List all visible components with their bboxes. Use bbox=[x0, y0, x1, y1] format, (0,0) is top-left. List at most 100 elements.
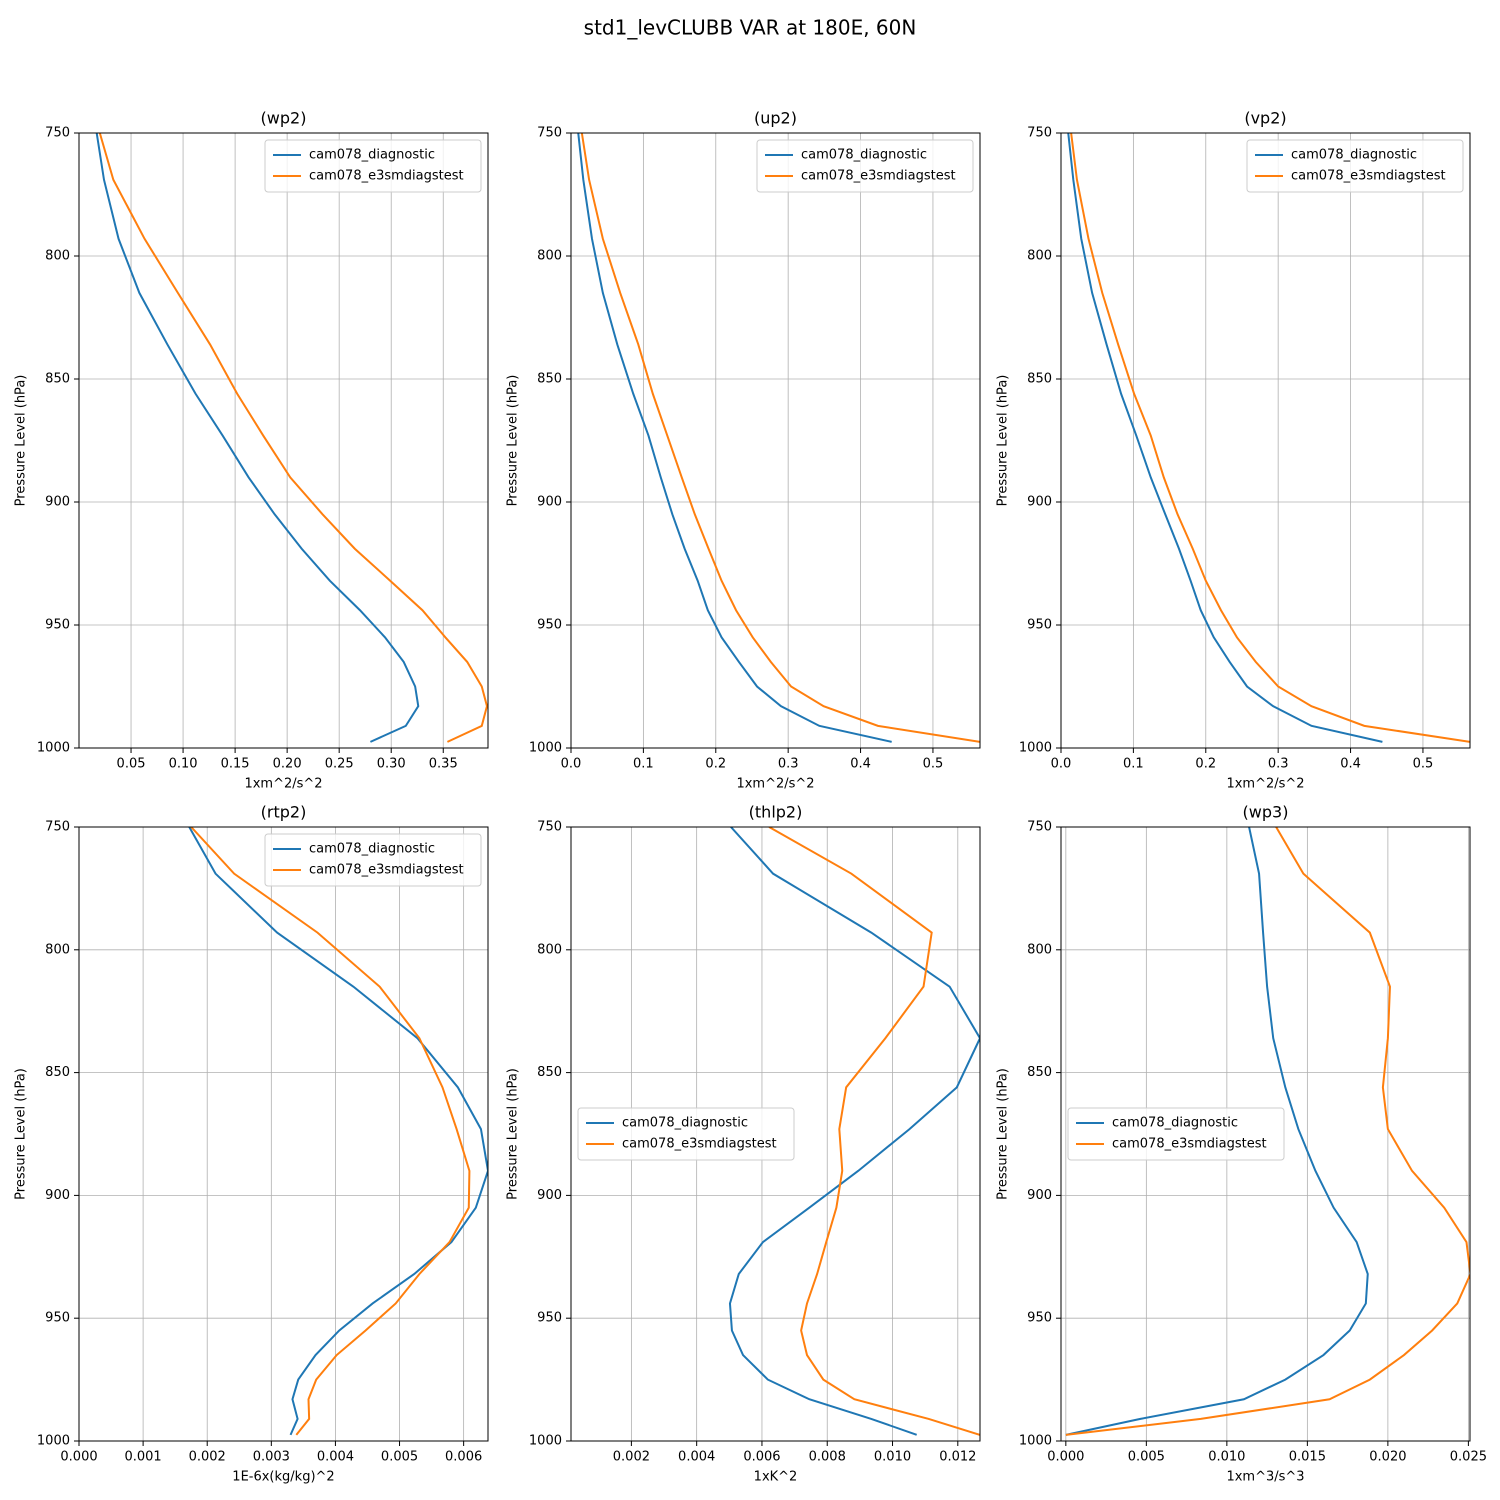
y-tick-label: 900 bbox=[45, 1188, 70, 1203]
subplot-title: (wp2) bbox=[261, 109, 307, 128]
x-tick-label: 0.004 bbox=[317, 1450, 354, 1465]
x-tick-label: 0.30 bbox=[377, 757, 406, 772]
y-tick-label: 800 bbox=[45, 249, 70, 264]
legend-box bbox=[1067, 1107, 1285, 1161]
x-tick-label: 0.2 bbox=[1195, 757, 1216, 772]
y-tick-label: 1000 bbox=[37, 1434, 70, 1449]
plot-area bbox=[188, 827, 488, 1436]
y-tick-label: 850 bbox=[45, 372, 70, 387]
plot-area bbox=[577, 133, 980, 743]
x-tick-label: 0.4 bbox=[850, 757, 871, 772]
x-tick-label: 0.10 bbox=[169, 757, 198, 772]
y-tick-label: 950 bbox=[1027, 618, 1052, 633]
x-tick-label: 0.002 bbox=[613, 1450, 650, 1465]
plot-area bbox=[95, 133, 488, 743]
x-tick-label: 0.005 bbox=[381, 1450, 418, 1465]
plot-area bbox=[728, 827, 980, 1436]
legend-label: cam078_e3smdiagstest bbox=[309, 863, 464, 878]
y-tick-label: 900 bbox=[537, 495, 562, 510]
series-line bbox=[1070, 133, 1470, 743]
axes-frame bbox=[1060, 826, 1471, 1442]
subplot: 0.000 0.005 0.010 0.015 0.020 0.025 750 800 850 9… bbox=[996, 803, 1487, 1485]
series-line bbox=[188, 827, 488, 1436]
series-line bbox=[1065, 827, 1369, 1436]
x-tick-label: 0.005 bbox=[1128, 1450, 1165, 1465]
y-tick-label: 850 bbox=[45, 1065, 70, 1080]
x-tick-label: 0.15 bbox=[221, 757, 250, 772]
x-tick-label: 0.05 bbox=[117, 757, 146, 772]
axes-frame bbox=[1060, 132, 1471, 749]
legend-label: cam078_e3smdiagstest bbox=[1291, 169, 1446, 184]
series-line bbox=[95, 133, 420, 743]
y-tick-label: 1000 bbox=[529, 1434, 562, 1449]
legend: cam078_diagnostic cam078_e3smdiagstest bbox=[577, 1107, 795, 1161]
x-tick-label: 0.006 bbox=[445, 1450, 482, 1465]
x-tick-label: 0.008 bbox=[809, 1450, 846, 1465]
y-tick-label: 800 bbox=[1027, 249, 1052, 264]
y-tick-label: 750 bbox=[1027, 126, 1052, 141]
plot-area bbox=[1067, 133, 1470, 743]
series-line bbox=[1067, 133, 1383, 743]
x-tick-label: 0.003 bbox=[253, 1450, 290, 1465]
x-axis-label: 1xm^3/s^3 bbox=[1226, 1470, 1304, 1485]
y-tick-label: 1000 bbox=[1019, 741, 1052, 756]
figure-title: std1_levCLUBB VAR at 180E, 60N bbox=[584, 16, 917, 40]
x-axis-label: 1xm^2/s^2 bbox=[736, 777, 814, 792]
y-tick-label: 950 bbox=[537, 618, 562, 633]
y-tick-label: 900 bbox=[1027, 495, 1052, 510]
legend: cam078_diagnostic cam078_e3smdiagstest bbox=[756, 139, 974, 193]
y-tick-label: 850 bbox=[537, 1065, 562, 1080]
legend-label: cam078_diagnostic bbox=[309, 842, 435, 857]
series-line bbox=[577, 133, 892, 743]
y-tick-label: 800 bbox=[537, 942, 562, 957]
subplot-title: (thlp2) bbox=[749, 803, 803, 822]
x-tick-label: 0.0 bbox=[561, 757, 582, 772]
subplot: 0.0 0.1 0.2 0.3 0.4 0.5 750 800 850 900 950 1000 (vp… bbox=[996, 109, 1471, 792]
subplot-title: (up2) bbox=[754, 109, 797, 128]
y-tick-label: 1000 bbox=[1019, 1434, 1052, 1449]
x-tick-label: 0.000 bbox=[60, 1450, 97, 1465]
y-tick-label: 900 bbox=[1027, 1188, 1052, 1203]
x-tick-label: 0.015 bbox=[1289, 1450, 1326, 1465]
x-axis-label: 1E-6x(kg/kg)^2 bbox=[232, 1470, 334, 1485]
x-tick-label: 0.4 bbox=[1340, 757, 1361, 772]
legend-box bbox=[577, 1107, 795, 1161]
y-tick-label: 800 bbox=[537, 249, 562, 264]
x-tick-label: 0.2 bbox=[705, 757, 726, 772]
y-axis-label: Pressure Level (hPa) bbox=[14, 1068, 29, 1200]
axes-frame bbox=[570, 132, 981, 749]
y-tick-label: 950 bbox=[45, 618, 70, 633]
legend-box bbox=[264, 833, 482, 887]
x-tick-label: 0.35 bbox=[429, 757, 458, 772]
series-line bbox=[98, 133, 488, 743]
y-tick-label: 1000 bbox=[529, 741, 562, 756]
legend-label: cam078_e3smdiagstest bbox=[1112, 1137, 1267, 1152]
legend-box bbox=[1246, 139, 1464, 193]
legend-label: cam078_e3smdiagstest bbox=[622, 1137, 777, 1152]
y-tick-label: 850 bbox=[1027, 1065, 1052, 1080]
x-tick-label: 0.5 bbox=[923, 757, 944, 772]
legend-box bbox=[264, 139, 482, 193]
y-tick-label: 850 bbox=[1027, 372, 1052, 387]
legend-box bbox=[756, 139, 974, 193]
plot-area bbox=[1065, 827, 1470, 1436]
subplot-title: (rtp2) bbox=[261, 803, 307, 822]
y-axis-label: Pressure Level (hPa) bbox=[14, 375, 29, 507]
y-tick-label: 750 bbox=[537, 820, 562, 835]
subplot: 0.002 0.004 0.006 0.008 0.010 0.012 750 800 850 9… bbox=[506, 803, 981, 1485]
x-tick-label: 0.006 bbox=[743, 1450, 780, 1465]
subplot-title: (vp2) bbox=[1244, 109, 1286, 128]
y-tick-label: 900 bbox=[45, 495, 70, 510]
subplot: 0.05 0.10 0.15 0.20 0.25 0.30 0.35 750 800 850 900… bbox=[14, 109, 489, 792]
legend-label: cam078_diagnostic bbox=[1291, 148, 1417, 163]
x-tick-label: 0.0 bbox=[1051, 757, 1072, 772]
subplot: 0.0 0.1 0.2 0.3 0.4 0.5 750 800 850 900 950 1000 (up… bbox=[506, 109, 981, 792]
x-tick-label: 0.020 bbox=[1369, 1450, 1406, 1465]
y-tick-label: 800 bbox=[45, 942, 70, 957]
legend: cam078_diagnostic cam078_e3smdiagstest bbox=[264, 833, 482, 887]
y-tick-label: 750 bbox=[537, 126, 562, 141]
x-tick-label: 0.002 bbox=[189, 1450, 226, 1465]
series-line bbox=[728, 827, 980, 1436]
